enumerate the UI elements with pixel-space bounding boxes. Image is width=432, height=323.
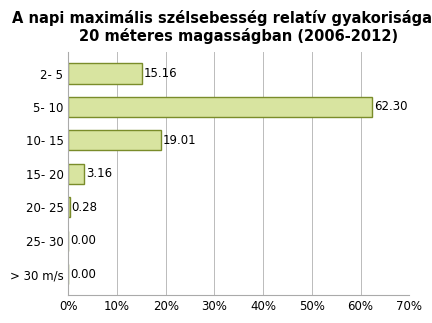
Text: 0.28: 0.28 — [72, 201, 98, 214]
Title: A napi maximális szélsebesség relatív gyakorisága [%]
20 méteres magasságban (20: A napi maximális szélsebesség relatív gy… — [12, 10, 432, 44]
Bar — [68, 197, 70, 217]
Bar — [68, 164, 84, 184]
Text: 0.00: 0.00 — [70, 234, 96, 247]
Text: 0.00: 0.00 — [70, 268, 96, 281]
Bar — [68, 130, 161, 151]
Text: 3.16: 3.16 — [86, 167, 112, 181]
Bar — [68, 97, 372, 117]
Text: 62.30: 62.30 — [374, 100, 407, 113]
Bar — [68, 64, 142, 84]
Text: 15.16: 15.16 — [144, 67, 178, 80]
Text: 19.01: 19.01 — [163, 134, 197, 147]
